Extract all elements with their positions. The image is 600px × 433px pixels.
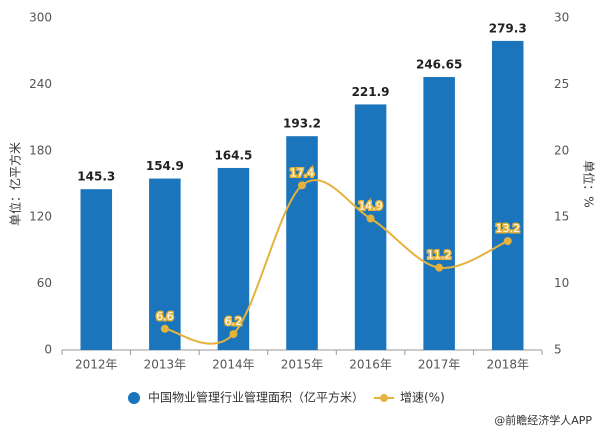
- legend-marker: [128, 392, 140, 404]
- y2-tick-label: 30: [554, 11, 569, 25]
- y-tick-label: 120: [29, 210, 52, 224]
- line-value-label: 13.2: [495, 222, 520, 235]
- y-tick-label: 60: [37, 276, 52, 290]
- y2-tick-label: 25: [554, 77, 569, 91]
- y-tick-label: 300: [29, 11, 52, 25]
- bar-value-label: 221.9: [352, 85, 390, 99]
- y2-tick-label: 20: [554, 143, 569, 157]
- y-tick-label: 180: [29, 143, 52, 157]
- bar-value-label: 145.3: [77, 170, 115, 184]
- x-tick-label: 2012年: [75, 358, 118, 372]
- x-tick-label: 2014年: [212, 358, 255, 372]
- y2-tick-label: 10: [554, 276, 569, 290]
- x-tick-label: 2013年: [144, 358, 187, 372]
- legend-label: 增速(%): [400, 391, 445, 405]
- legend-marker: [380, 394, 388, 402]
- y2-axis-label: 单位：%: [582, 160, 597, 207]
- line-value-label: 17.4: [290, 166, 315, 179]
- x-tick-label: 2017年: [418, 358, 461, 372]
- y2-tick-label: 15: [554, 210, 569, 224]
- bar-value-label: 154.9: [146, 159, 184, 173]
- line-point: [503, 237, 512, 246]
- line-value-label: 14.9: [358, 200, 383, 213]
- y-tick-label: 240: [29, 77, 52, 91]
- line-point: [229, 330, 238, 339]
- line-point: [298, 181, 306, 190]
- line-value-label: 11.2: [427, 249, 452, 262]
- bar: [80, 189, 113, 350]
- bar: [149, 178, 181, 350]
- bar: [491, 40, 524, 351]
- line-point: [435, 263, 444, 272]
- legend-label: 中国物业管理行业管理面积（亿平方米）: [148, 390, 364, 405]
- x-tick-label: 2015年: [281, 358, 324, 372]
- bar-value-label: 193.2: [283, 117, 321, 131]
- source: @前瞻经济学人APP: [494, 413, 592, 427]
- line-point: [366, 214, 375, 223]
- bar-value-label: 164.5: [214, 148, 252, 162]
- x-tick-label: 2016年: [349, 358, 392, 372]
- line: [164, 179, 509, 345]
- bar-value-label: 246.65: [416, 58, 462, 72]
- bar-value-label: 279.3: [489, 21, 527, 35]
- bar: [423, 77, 455, 351]
- line-value-label: 6.6: [156, 310, 174, 323]
- y2-tick-label: 5: [554, 343, 562, 357]
- y-axis-label: 单位：亿平方米: [8, 142, 23, 226]
- x-tick-label: 2018年: [486, 358, 529, 372]
- bar: [286, 136, 318, 350]
- line-value-label: 6.2: [225, 315, 243, 328]
- line-point: [160, 324, 169, 333]
- y-tick-label: 0: [44, 343, 52, 357]
